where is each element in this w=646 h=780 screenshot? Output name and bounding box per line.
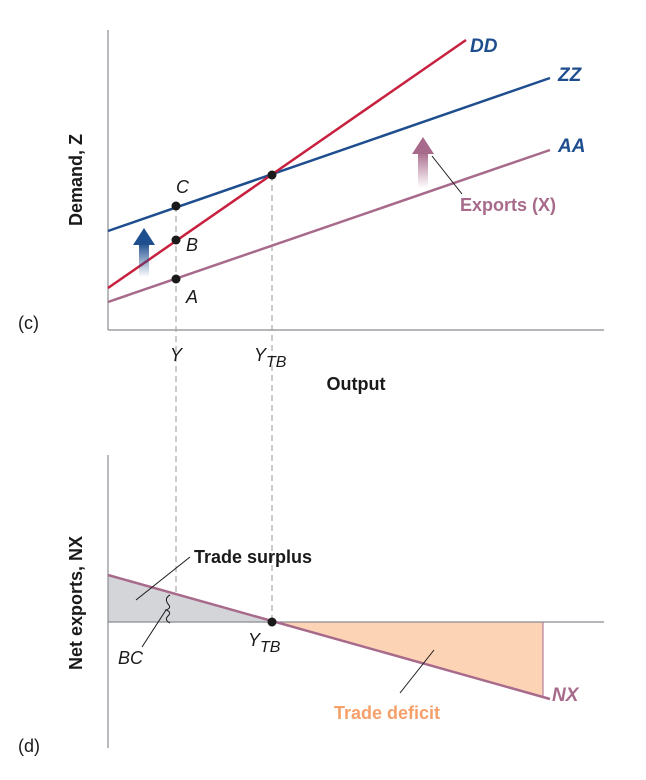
bc-leader-line (141, 609, 167, 648)
point-c (171, 201, 181, 211)
exports-label-text: Exports (X) (460, 195, 556, 215)
point-b-label: B (186, 235, 198, 255)
nx-label: NX (552, 685, 580, 706)
tick-label-ytb: YTB (254, 345, 287, 371)
point-ytb-equilibrium (267, 170, 277, 180)
point-a-label: A (185, 287, 198, 307)
panel-d-label: (d) (18, 736, 40, 756)
point-ytb-balanced (267, 617, 277, 627)
exports-label: Exports (X) (460, 195, 556, 215)
zz-curve (107, 76, 551, 233)
panel-c-y-axis-title: Demand, Z (66, 134, 86, 226)
aa-label: AA (557, 136, 585, 157)
dd-curve (107, 38, 467, 290)
exports-shift-arrow (412, 137, 434, 188)
ytb-label-d-main: Y (248, 630, 262, 650)
point-b (171, 235, 181, 245)
tick-label-ytb-sub: TB (266, 354, 287, 371)
nx-curve (107, 573, 551, 701)
exports-leader-line (431, 155, 463, 195)
surplus-leader-line (135, 556, 191, 601)
zz-label: ZZ (557, 65, 583, 86)
ytb-label-d: YTB (248, 630, 281, 656)
point-a (171, 274, 181, 284)
panel-c: (c) Demand, Z Output DD ZZ AA Exports (X… (18, 30, 604, 622)
panel-c-x-axis-title: Output (327, 374, 386, 394)
aa-curve (107, 148, 551, 304)
dd-label: DD (470, 36, 498, 57)
tick-label-y: Y (170, 345, 184, 365)
panel-d: (d) Net exports, NX Trade surplus Trade … (18, 455, 604, 756)
trade-surplus-label: Trade surplus (194, 547, 312, 567)
tick-label-ytb-main: Y (254, 345, 268, 365)
demand-shift-arrow (133, 228, 155, 277)
bc-label: BC (118, 648, 144, 668)
panel-c-label: (c) (18, 313, 39, 333)
point-c-label: C (176, 177, 190, 197)
deficit-leader-line (399, 649, 435, 694)
ytb-label-d-sub: TB (260, 639, 281, 656)
panel-d-y-axis-title: Net exports, NX (66, 536, 86, 670)
trade-deficit-label: Trade deficit (334, 703, 440, 723)
panel-d-y-axis-title-text: Net exports, NX (66, 536, 86, 670)
